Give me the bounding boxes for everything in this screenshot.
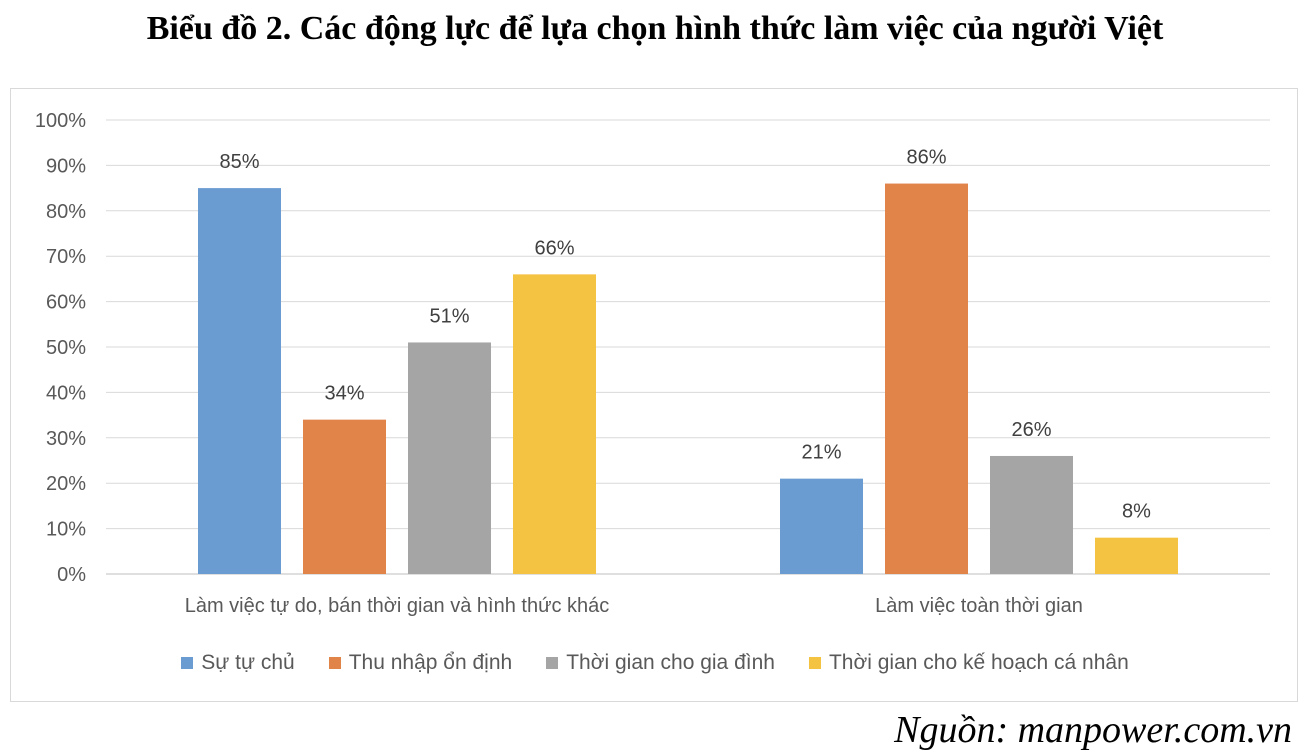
y-tick-label: 90% — [46, 155, 86, 177]
data-label: 66% — [534, 237, 574, 259]
y-tick-label: 100% — [35, 110, 86, 132]
bar — [513, 274, 596, 574]
y-axis: 0% 10% 20% 30% 40% 50% 60% 70% 80% 90% 100% — [35, 110, 86, 586]
data-label: 8% — [1122, 501, 1151, 523]
data-labels: 85% 34% 51% 66% 21% 86% 26% 8% — [219, 147, 1151, 523]
data-label: 51% — [429, 305, 469, 327]
x-category-label: Làm việc toàn thời gian — [875, 595, 1083, 617]
legend-label: Thời gian cho kế hoạch cá nhân — [828, 651, 1129, 674]
y-tick-label: 60% — [46, 292, 86, 314]
legend-label: Thời gian cho gia đình — [566, 651, 775, 674]
y-tick-label: 50% — [46, 337, 86, 359]
legend-item: Thời gian cho kế hoạch cá nhân — [808, 648, 1129, 678]
gridlines — [106, 119, 1270, 575]
bar — [1095, 537, 1178, 574]
bar-chart: 0% 10% 20% 30% 40% 50% 60% 70% 80% 90% 100% 85% 34%… — [35, 110, 1270, 617]
data-label: 85% — [219, 151, 259, 173]
bar — [198, 188, 281, 574]
bar — [408, 342, 491, 574]
data-label: 26% — [1011, 419, 1051, 441]
y-tick-label: 30% — [46, 428, 86, 450]
legend-swatch — [808, 657, 821, 669]
y-tick-label: 20% — [46, 473, 86, 495]
y-tick-label: 0% — [57, 564, 86, 586]
bar — [303, 419, 386, 574]
data-label: 21% — [801, 442, 841, 464]
bar — [780, 478, 863, 574]
legend-swatch — [546, 657, 559, 669]
x-axis: Làm việc tự do, bán thời gian và hình th… — [185, 595, 1083, 617]
legend: Sự tự chủ Thu nhập ổn định Thời gian cho g… — [0, 648, 1310, 678]
legend-swatch — [181, 657, 194, 669]
legend-item: Thu nhập ổn định — [328, 648, 513, 678]
y-tick-label: 70% — [46, 246, 86, 268]
bar — [990, 455, 1073, 574]
bar — [885, 183, 968, 574]
legend-item: Sự tự chủ — [181, 648, 295, 678]
legend-swatch — [328, 657, 341, 669]
y-tick-label: 10% — [46, 519, 86, 541]
legend-label: Sự tự chủ — [201, 651, 295, 674]
y-tick-label: 40% — [46, 382, 86, 404]
data-label: 86% — [906, 147, 946, 169]
source-note: Nguồn: manpower.com.vn — [894, 709, 1292, 751]
y-tick-label: 80% — [46, 201, 86, 223]
legend-label: Thu nhập ổn định — [348, 651, 513, 674]
bars — [198, 183, 1178, 574]
data-label: 34% — [324, 383, 364, 405]
x-category-label: Làm việc tự do, bán thời gian và hình th… — [185, 595, 610, 617]
chart-title: Biểu đồ 2. Các động lực để lựa chọn hình… — [146, 10, 1164, 47]
legend-item: Thời gian cho gia đình — [546, 648, 775, 678]
